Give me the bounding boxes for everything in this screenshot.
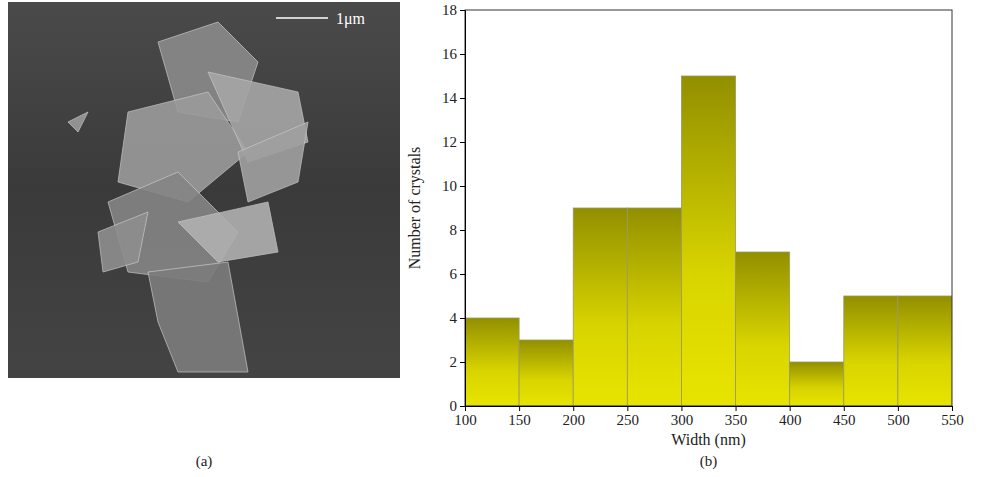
x-tick-mark	[627, 406, 628, 411]
y-tick-label: 12	[442, 134, 457, 150]
x-tick-label: 200	[562, 412, 585, 428]
x-tick-label: 400	[779, 412, 802, 428]
panel-label: (b)	[700, 453, 718, 470]
x-tick: 450	[833, 406, 856, 428]
x-tick-mark	[573, 406, 574, 411]
crystal-flake	[98, 212, 148, 272]
y-tick-mark	[460, 274, 465, 275]
y-tick-mark	[460, 230, 465, 231]
y-tick: 0	[450, 398, 466, 414]
y-tick-label: 0	[450, 398, 458, 414]
histogram-bar	[898, 296, 952, 406]
image-background	[8, 2, 400, 378]
histogram-bar	[681, 76, 735, 406]
y-tick: 8	[450, 222, 466, 238]
y-tick: 6	[450, 266, 466, 282]
x-tick-label: 450	[833, 412, 856, 428]
y-tick-label: 18	[442, 2, 457, 18]
plot-area	[465, 76, 952, 406]
x-tick-label: 100	[454, 412, 477, 428]
panel-label: (a)	[196, 453, 213, 470]
histogram-bar	[790, 362, 844, 406]
scale-bar	[276, 17, 328, 19]
x-tick: 400	[779, 406, 802, 428]
crystal-flake	[178, 202, 278, 262]
y-tick-mark	[460, 186, 465, 187]
x-tick: 550	[941, 406, 964, 428]
x-axis-title: Width (nm)	[671, 431, 745, 449]
x-tick: 500	[887, 406, 910, 428]
y-tick: 10	[442, 178, 465, 194]
x-tick-mark	[952, 406, 953, 411]
y-tick-mark	[460, 406, 465, 407]
x-tick: 300	[671, 406, 694, 428]
histogram-bar	[465, 318, 519, 406]
scale-bar-label: 1μm	[336, 10, 366, 28]
y-tick: 4	[450, 310, 466, 326]
histogram-bar	[736, 252, 790, 406]
y-tick-mark	[460, 142, 465, 143]
y-tick-mark	[460, 10, 465, 11]
crystal-flake	[238, 122, 308, 202]
x-tick-label: 250	[617, 412, 640, 428]
x-tick-mark	[681, 406, 682, 411]
x-tick-mark	[790, 406, 791, 411]
x-tick-label: 150	[508, 412, 531, 428]
y-tick: 16	[442, 46, 465, 62]
x-tick-mark	[519, 406, 520, 411]
x-axis-line	[466, 407, 953, 412]
crystal-flake	[68, 112, 88, 132]
y-tick: 2	[450, 354, 466, 370]
y-tick-label: 16	[442, 46, 458, 62]
x-tick: 150	[508, 406, 531, 428]
y-tick: 12	[442, 134, 465, 150]
x-tick-mark	[844, 406, 845, 411]
crystal-flake	[148, 262, 248, 372]
y-tick-mark	[460, 98, 465, 99]
x-tick-label: 500	[887, 412, 910, 428]
histogram-bar	[627, 208, 681, 406]
y-tick-mark	[460, 318, 465, 319]
x-tick-label: 300	[671, 412, 694, 428]
y-tick-label: 6	[450, 266, 458, 282]
plot-frame	[465, 10, 952, 406]
x-tick-label: 550	[941, 412, 964, 428]
histogram-bar	[519, 340, 573, 406]
x-tick-mark	[898, 406, 899, 411]
y-tick: 18	[442, 2, 465, 18]
x-tick: 350	[725, 406, 748, 428]
y-tick-label: 8	[450, 222, 458, 238]
y-tick-mark	[460, 362, 465, 363]
y-tick-label: 4	[450, 310, 458, 326]
y-tick-label: 14	[442, 90, 458, 106]
x-tick: 100	[454, 406, 477, 428]
y-tick: 14	[442, 90, 465, 106]
x-tick-label: 350	[725, 412, 748, 428]
histogram-bar	[844, 296, 898, 406]
y-tick-label: 10	[442, 178, 457, 194]
y-tick-label: 2	[450, 354, 458, 370]
y-axis-title: Number of crystals	[406, 147, 424, 270]
y-tick-mark	[460, 54, 465, 55]
y-axis-line	[460, 11, 466, 407]
x-tick-mark	[736, 406, 737, 411]
x-axis: 100 150 200 250 300 350 400 450 500 550	[454, 406, 964, 428]
sem-image	[8, 2, 400, 378]
x-tick: 250	[617, 406, 640, 428]
histogram-bar	[573, 208, 627, 406]
x-tick: 200	[562, 406, 585, 428]
y-axis: 0 2 4 6 8 10 12 14 16 18	[442, 2, 466, 414]
